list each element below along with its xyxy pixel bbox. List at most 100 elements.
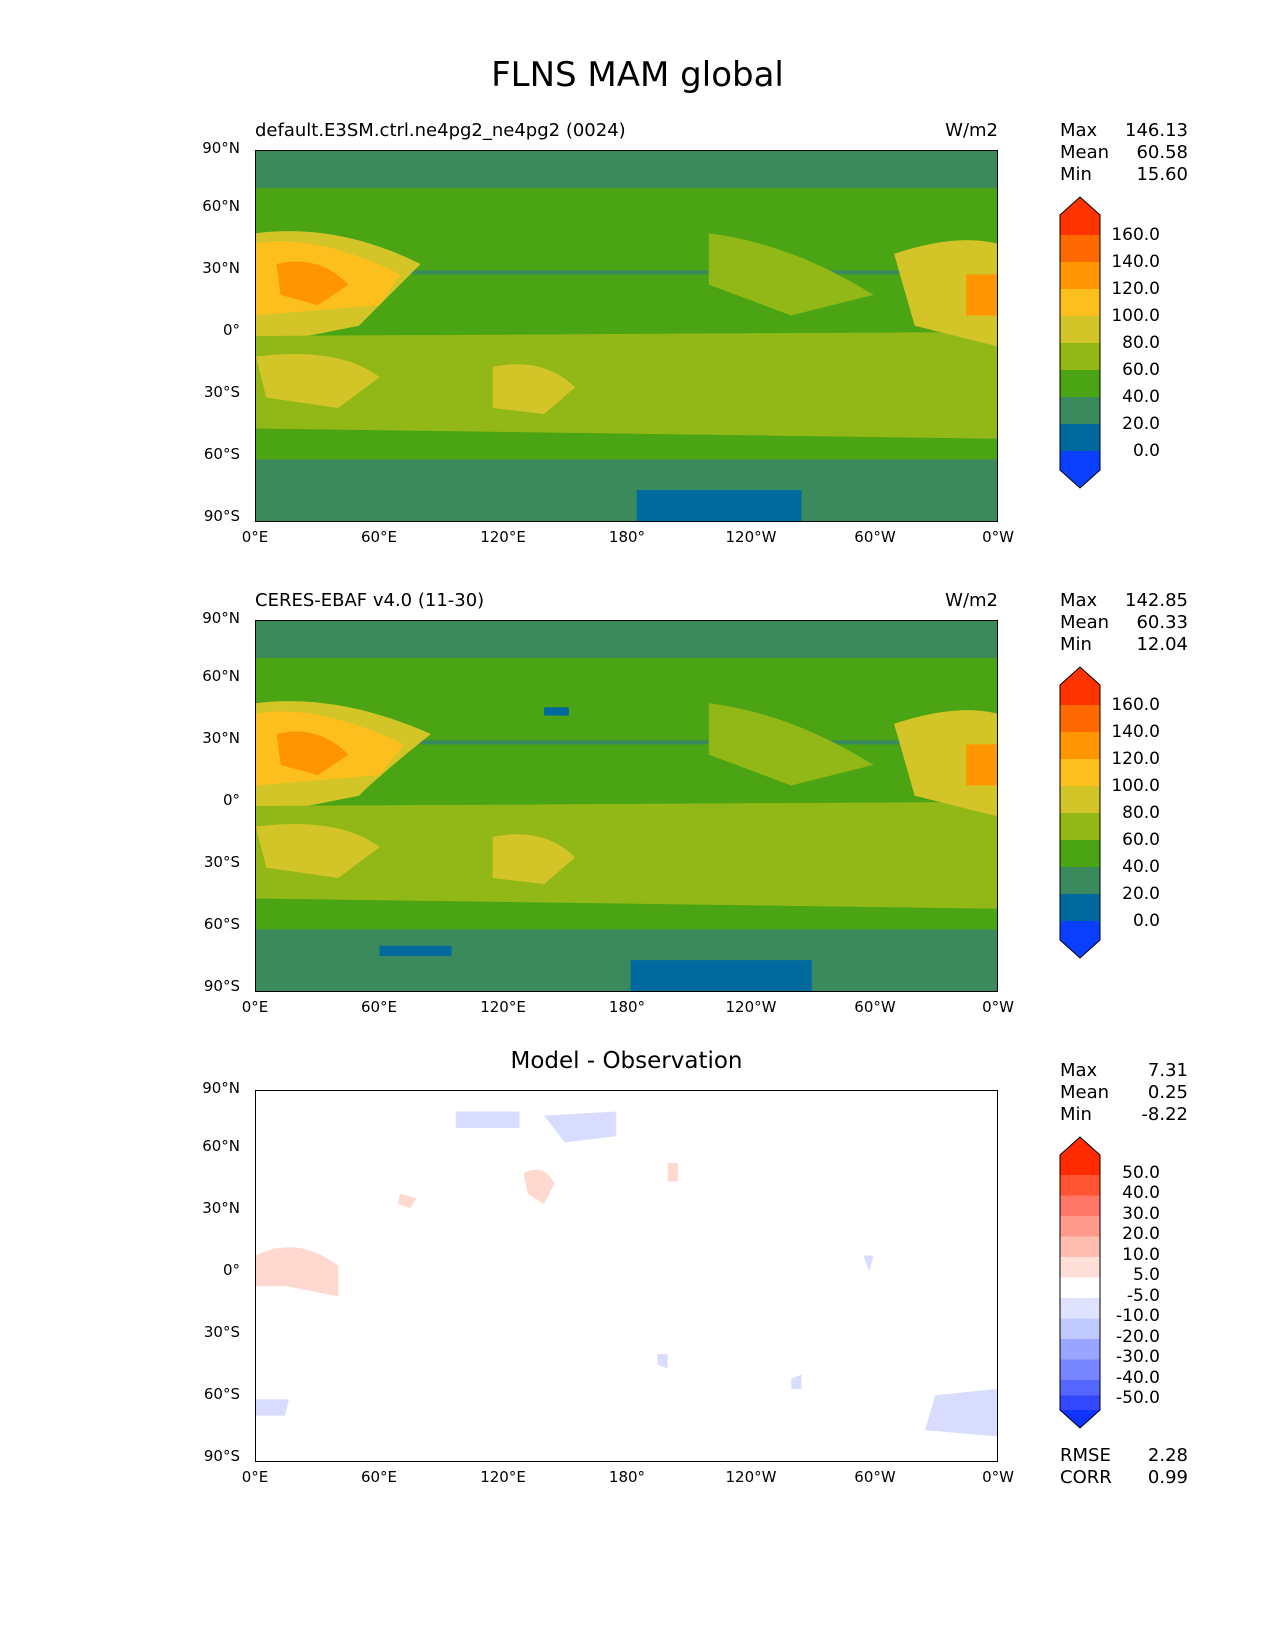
colorbar-label: 0.0 bbox=[1132, 441, 1160, 461]
lat-label: 60°N bbox=[202, 1137, 240, 1155]
field-band bbox=[544, 1111, 617, 1143]
field-band bbox=[398, 1193, 417, 1209]
lon-label: 120°E bbox=[480, 528, 526, 546]
stat-value: 142.85 bbox=[1125, 590, 1188, 611]
colorbar-label: 100.0 bbox=[1111, 306, 1160, 326]
stat-value: 60.58 bbox=[1136, 142, 1188, 163]
colorbar-label: 160.0 bbox=[1111, 695, 1160, 715]
lat-label: 90°N bbox=[202, 139, 240, 157]
stat-value: 0.25 bbox=[1147, 1082, 1188, 1103]
colorbar-label: 30.0 bbox=[1122, 1204, 1160, 1224]
field-band bbox=[256, 331, 997, 439]
colorbar-label: -30.0 bbox=[1116, 1347, 1160, 1367]
lat-label: 90°S bbox=[203, 1447, 240, 1465]
stat-key: Min bbox=[1060, 1104, 1092, 1125]
colorbar-label: -20.0 bbox=[1116, 1327, 1160, 1347]
field-band bbox=[256, 801, 997, 909]
lon-label: 0°W bbox=[982, 998, 1014, 1016]
lon-label: 0°E bbox=[241, 998, 269, 1016]
difference-field-svg bbox=[256, 1091, 997, 1461]
colorbar-label: 5.0 bbox=[1132, 1265, 1160, 1285]
stat-value: 60.33 bbox=[1136, 612, 1188, 633]
colorbar-label: 20.0 bbox=[1122, 1224, 1160, 1244]
colorbar bbox=[1058, 665, 1102, 960]
lat-label: 60°S bbox=[203, 1385, 240, 1403]
lat-label: 90°S bbox=[203, 977, 240, 995]
stat-key: Max bbox=[1060, 1060, 1098, 1081]
colorbar-label: 140.0 bbox=[1111, 722, 1160, 742]
observation-panel: CERES-EBAF v4.0 (11-30) W/m2 90°N 60°N 3… bbox=[0, 590, 1275, 1060]
colorbar-label: 10.0 bbox=[1122, 1245, 1160, 1265]
field-band bbox=[492, 364, 576, 415]
colorbar-label: 100.0 bbox=[1111, 776, 1160, 796]
lat-label: 30°S bbox=[203, 853, 240, 871]
stat-value: 7.31 bbox=[1147, 1060, 1188, 1081]
colorbar-label: 50.0 bbox=[1122, 1163, 1160, 1183]
lon-label: 60°E bbox=[360, 1468, 398, 1486]
lon-label: 120°W bbox=[725, 998, 777, 1016]
lat-label: 0° bbox=[222, 321, 240, 339]
colorbar bbox=[1058, 1135, 1102, 1430]
lon-label: 120°E bbox=[480, 998, 526, 1016]
colorbar-label: 40.0 bbox=[1122, 387, 1160, 407]
model-map bbox=[255, 150, 998, 522]
field-band bbox=[492, 834, 576, 885]
stat-value: 0.99 bbox=[1147, 1467, 1188, 1488]
colorbar-label: -5.0 bbox=[1126, 1286, 1160, 1306]
lon-label: 120°E bbox=[480, 1468, 526, 1486]
field-band bbox=[863, 1255, 874, 1272]
field-band bbox=[276, 731, 349, 776]
field-band bbox=[379, 945, 452, 957]
stat-value: -8.22 bbox=[1141, 1104, 1188, 1125]
stat-key: Max bbox=[1060, 590, 1098, 611]
stats-block: Max 146.13 Mean 60.58 Min 15.60 bbox=[1060, 120, 1188, 186]
colorbar-label: 40.0 bbox=[1122, 1183, 1160, 1203]
lon-label: 180° bbox=[608, 998, 646, 1016]
colorbar-label: 120.0 bbox=[1111, 279, 1160, 299]
stat-key: CORR bbox=[1060, 1467, 1112, 1488]
stat-value: 2.28 bbox=[1147, 1445, 1188, 1466]
field-band bbox=[455, 1111, 520, 1128]
field-band bbox=[256, 823, 380, 878]
lon-label: 180° bbox=[608, 1468, 646, 1486]
colorbar-label: -10.0 bbox=[1116, 1306, 1160, 1326]
colorbar-label: 40.0 bbox=[1122, 857, 1160, 877]
lat-label: 60°S bbox=[203, 445, 240, 463]
field-band bbox=[924, 1389, 997, 1437]
figure-title: FLNS MAM global bbox=[491, 55, 784, 95]
stat-key: Min bbox=[1060, 634, 1092, 655]
field-band bbox=[894, 240, 997, 347]
colorbar-label: 20.0 bbox=[1122, 414, 1160, 434]
field-band bbox=[276, 261, 349, 306]
lat-label: 60°N bbox=[202, 197, 240, 215]
colorbar-label: 140.0 bbox=[1111, 252, 1160, 272]
panel-left-title: CERES-EBAF v4.0 (11-30) bbox=[255, 590, 485, 611]
lat-label: 30°N bbox=[202, 259, 240, 277]
stat-key: Mean bbox=[1060, 142, 1110, 163]
lon-label: 60°E bbox=[360, 998, 398, 1016]
lat-label: 90°N bbox=[202, 1079, 240, 1097]
panel-left-title: default.E3SM.ctrl.ne4pg2_ne4pg2 (0024) bbox=[255, 120, 626, 141]
colorbar-label: -50.0 bbox=[1116, 1388, 1160, 1408]
panel-units: W/m2 bbox=[945, 120, 998, 141]
model-panel: default.E3SM.ctrl.ne4pg2_ne4pg2 (0024) W… bbox=[0, 120, 1275, 590]
lat-label: 30°S bbox=[203, 383, 240, 401]
observation-field-svg bbox=[256, 621, 997, 991]
lat-label: 60°S bbox=[203, 915, 240, 933]
colorbar-svg bbox=[1059, 196, 1101, 489]
field-band bbox=[630, 960, 812, 991]
lon-label: 0°W bbox=[982, 528, 1014, 546]
lon-label: 120°W bbox=[725, 528, 777, 546]
lat-label: 60°N bbox=[202, 667, 240, 685]
lon-label: 60°W bbox=[854, 998, 896, 1016]
stat-key: Mean bbox=[1060, 1082, 1110, 1103]
panel-units: W/m2 bbox=[945, 590, 998, 611]
lon-label: 0°E bbox=[241, 528, 269, 546]
lon-label: 120°W bbox=[725, 1468, 777, 1486]
stats-block: Max 142.85 Mean 60.33 Min 12.04 bbox=[1060, 590, 1188, 656]
lat-label: 30°N bbox=[202, 729, 240, 747]
field-band bbox=[966, 744, 997, 786]
colorbar bbox=[1058, 195, 1102, 490]
field-band bbox=[708, 233, 874, 316]
lon-label: 180° bbox=[608, 528, 646, 546]
